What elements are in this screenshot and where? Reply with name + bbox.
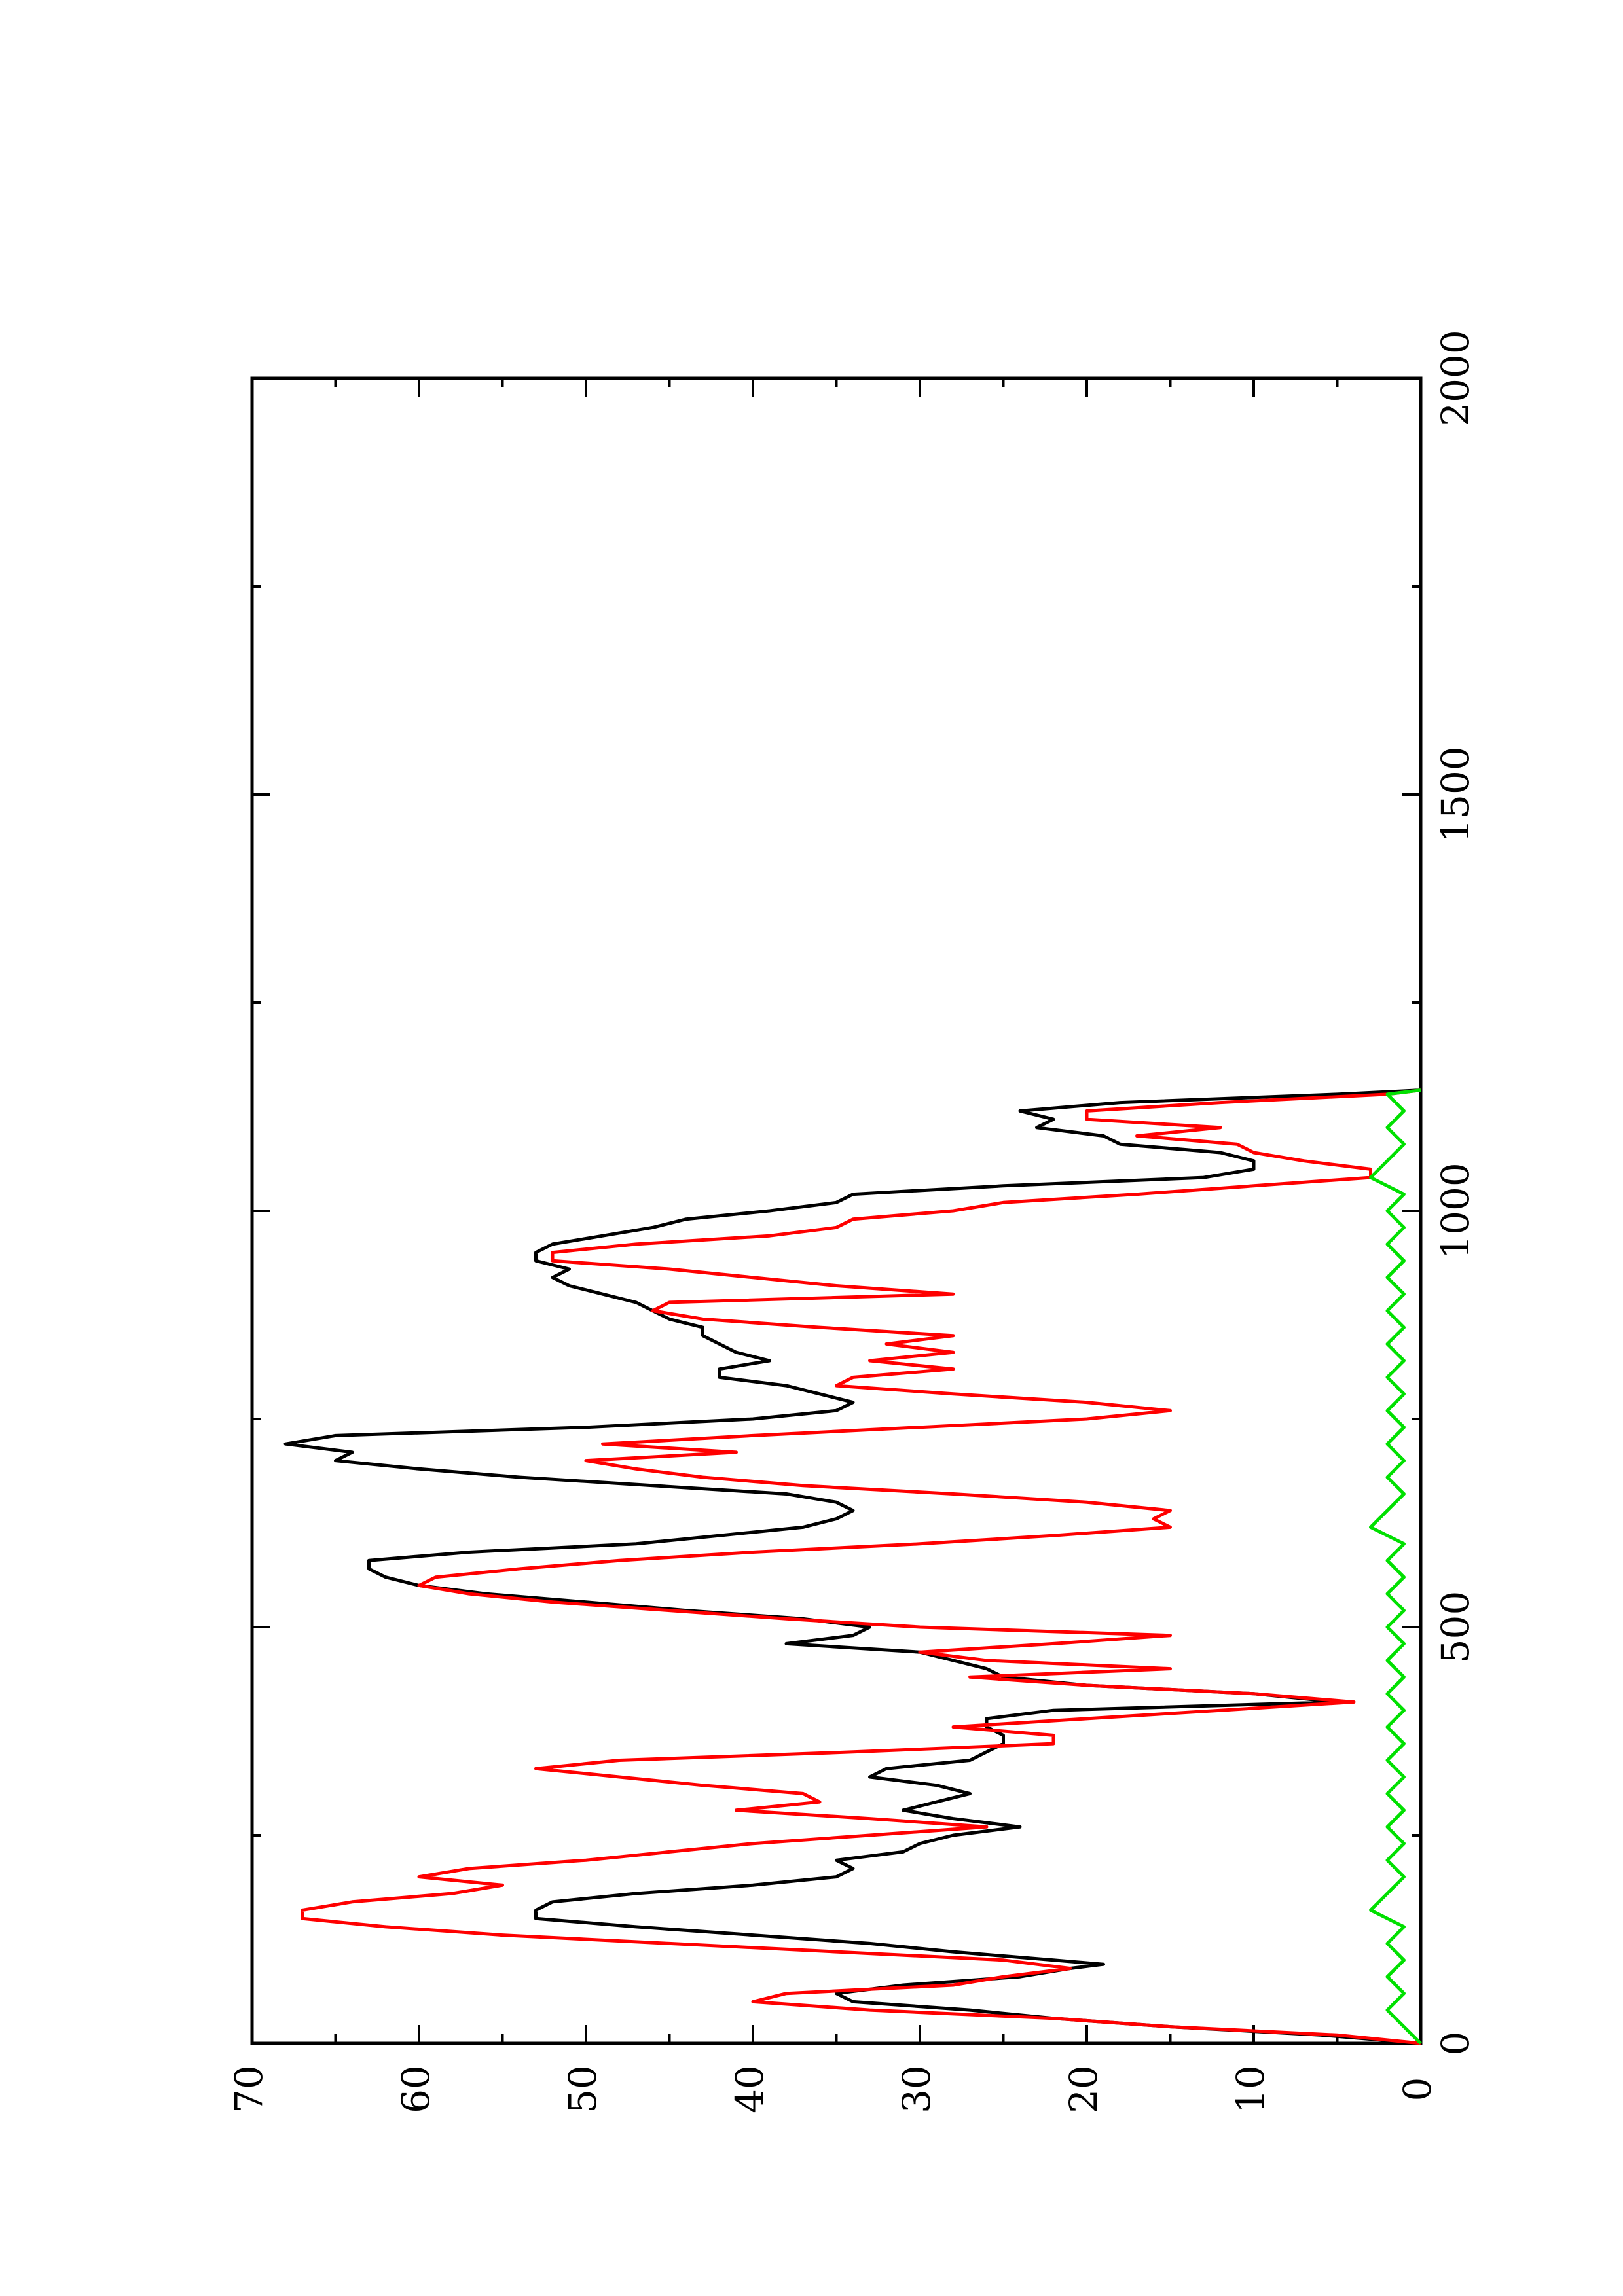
y-tick-label: 70: [227, 2065, 271, 2113]
y-tick-label: 40: [727, 2065, 772, 2113]
y-tick-label: 10: [1228, 2065, 1273, 2113]
series-layer: [283, 1088, 1422, 2045]
x-tick-label: 1500: [1433, 746, 1478, 843]
series-line-0: [283, 1088, 1421, 2045]
x-tick-label: 2000: [1433, 330, 1478, 427]
y-tick-label: 60: [393, 2065, 438, 2113]
x-tick-label: 500: [1433, 1591, 1478, 1664]
plot-frame: [250, 376, 1423, 2045]
series-line-1: [301, 1088, 1421, 2045]
series-line-2: [1369, 1088, 1422, 2045]
y-tick-label: 0: [1395, 2077, 1440, 2102]
x-tick-label: 0: [1433, 2032, 1478, 2056]
y-tick-label: 20: [1061, 2065, 1106, 2113]
tick-labels: 0 500 1000 1500 2000 0 10 20 30 40 50 60 70: [227, 330, 1478, 2113]
plot-area: [250, 376, 1423, 2045]
y-tick-label: 30: [894, 2065, 939, 2113]
axis-ticks: [251, 377, 1422, 2045]
x-tick-label: 1000: [1433, 1162, 1478, 1259]
y-tick-label: 50: [560, 2065, 605, 2113]
